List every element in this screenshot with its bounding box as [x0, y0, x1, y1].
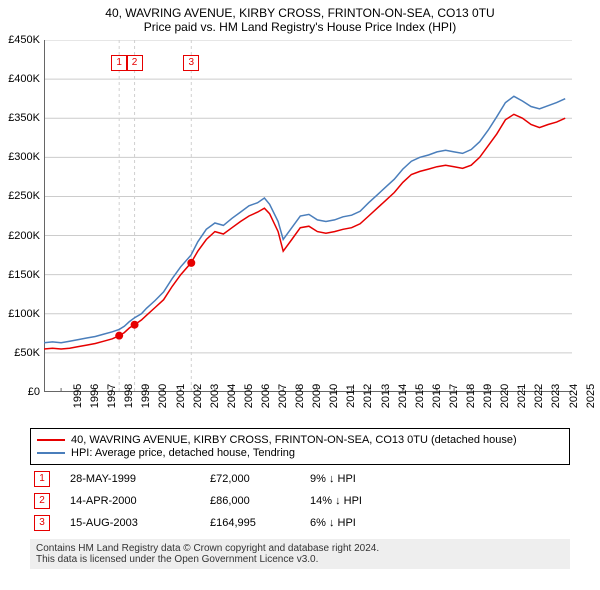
- transaction-marker: 3: [34, 515, 50, 531]
- legend: 40, WAVRING AVENUE, KIRBY CROSS, FRINTON…: [30, 428, 570, 465]
- footer: Contains HM Land Registry data © Crown c…: [30, 539, 570, 569]
- legend-row: 40, WAVRING AVENUE, KIRBY CROSS, FRINTON…: [37, 434, 563, 446]
- y-tick-label: £0: [28, 386, 40, 398]
- y-tick-label: £250K: [8, 190, 40, 202]
- chart-container: 40, WAVRING AVENUE, KIRBY CROSS, FRINTON…: [0, 0, 600, 569]
- chart-area: £0£50K£100K£150K£200K£250K£300K£350K£400…: [44, 40, 572, 392]
- footer-line-2: This data is licensed under the Open Gov…: [36, 554, 564, 565]
- y-tick-label: £450K: [8, 34, 40, 46]
- chart-svg: [44, 40, 572, 392]
- transaction-price: £164,995: [210, 517, 310, 529]
- legend-swatch: [37, 439, 65, 441]
- y-tick-label: £50K: [14, 347, 40, 359]
- transaction-date: 15-AUG-2003: [70, 517, 210, 529]
- chart-subtitle: Price paid vs. HM Land Registry's House …: [0, 20, 600, 34]
- transaction-hpi: 14% ↓ HPI: [310, 495, 362, 507]
- y-tick-label: £300K: [8, 151, 40, 163]
- y-tick-label: £350K: [8, 112, 40, 124]
- transaction-price: £86,000: [210, 495, 310, 507]
- chart-title: 40, WAVRING AVENUE, KIRBY CROSS, FRINTON…: [0, 6, 600, 20]
- transaction-date: 28-MAY-1999: [70, 473, 210, 485]
- y-axis-labels: £0£50K£100K£150K£200K£250K£300K£350K£400…: [0, 40, 44, 392]
- x-axis-labels: 1995199619971998199920002001200220032004…: [44, 392, 572, 426]
- title-block: 40, WAVRING AVENUE, KIRBY CROSS, FRINTON…: [0, 0, 600, 34]
- transaction-date: 14-APR-2000: [70, 495, 210, 507]
- transactions-table: 1 28-MAY-1999£72,0009% ↓ HPI 2 14-APR-2000£…: [30, 471, 570, 531]
- footer-line-1: Contains HM Land Registry data © Crown c…: [36, 543, 564, 554]
- transaction-row: 2 14-APR-2000£86,00014% ↓ HPI: [30, 493, 570, 509]
- transaction-marker: 1: [34, 471, 50, 487]
- legend-label: 40, WAVRING AVENUE, KIRBY CROSS, FRINTON…: [71, 434, 517, 446]
- marker-label: 3: [183, 55, 199, 71]
- transaction-price: £72,000: [210, 473, 310, 485]
- y-tick-label: £100K: [8, 308, 40, 320]
- marker-label: 1: [111, 55, 127, 71]
- y-tick-label: £400K: [8, 73, 40, 85]
- legend-label: HPI: Average price, detached house, Tend…: [71, 447, 295, 459]
- legend-row: HPI: Average price, detached house, Tend…: [37, 447, 563, 459]
- transaction-hpi: 6% ↓ HPI: [310, 517, 356, 529]
- transaction-row: 3 15-AUG-2003£164,9956% ↓ HPI: [30, 515, 570, 531]
- legend-swatch: [37, 452, 65, 454]
- y-tick-label: £200K: [8, 230, 40, 242]
- y-tick-label: £150K: [8, 269, 40, 281]
- x-tick-label: 2025: [557, 384, 597, 408]
- marker-label: 2: [127, 55, 143, 71]
- transaction-hpi: 9% ↓ HPI: [310, 473, 356, 485]
- transaction-marker: 2: [34, 493, 50, 509]
- transaction-row: 1 28-MAY-1999£72,0009% ↓ HPI: [30, 471, 570, 487]
